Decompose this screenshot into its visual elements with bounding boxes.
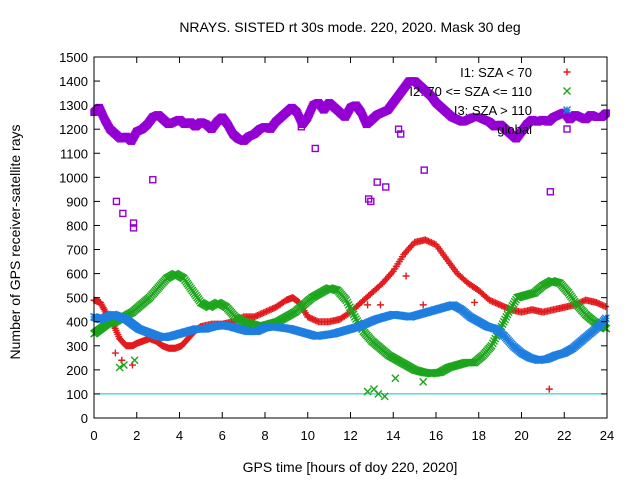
x-tick-label: 14 bbox=[386, 428, 400, 443]
legend-symbol bbox=[563, 68, 571, 76]
x-tick-label: 12 bbox=[343, 428, 357, 443]
outlier-point bbox=[130, 356, 139, 365]
legend-symbol bbox=[563, 87, 571, 95]
y-tick-label: 1000 bbox=[59, 170, 88, 185]
outlier-point bbox=[363, 387, 372, 396]
x-tick-label: 16 bbox=[429, 428, 443, 443]
outlier-point bbox=[129, 219, 138, 227]
outlier-point bbox=[311, 144, 319, 153]
data-point bbox=[499, 317, 508, 326]
outlier-point bbox=[420, 166, 428, 174]
outlier-point bbox=[367, 197, 375, 206]
y-tick-label: 200 bbox=[66, 363, 88, 378]
outlier-point bbox=[397, 130, 405, 138]
outlier-point bbox=[364, 301, 372, 309]
outlier-point bbox=[373, 178, 381, 186]
y-tick-label: 1300 bbox=[59, 98, 88, 113]
data-point bbox=[469, 358, 478, 367]
y-axis-label: Number of GPS receiver-satellite rays bbox=[7, 125, 23, 360]
x-tick-label: 24 bbox=[600, 428, 614, 443]
legend-symbol bbox=[563, 106, 571, 114]
x-tick-label: 10 bbox=[301, 428, 315, 443]
y-tick-label: 500 bbox=[66, 291, 88, 306]
outlier-point bbox=[394, 125, 403, 133]
series-4 bbox=[90, 77, 610, 232]
y-tick-label: 400 bbox=[66, 315, 88, 330]
x-tick-label: 20 bbox=[514, 428, 528, 443]
x-tick-label: 8 bbox=[261, 428, 268, 443]
outlier-point bbox=[470, 298, 478, 306]
outlier-point bbox=[129, 224, 138, 232]
outlier-point bbox=[419, 301, 427, 309]
x-axis-label: GPS time [hours of doy 220, 2020] bbox=[243, 459, 458, 475]
data-point bbox=[490, 336, 499, 345]
outlier-point bbox=[149, 176, 157, 184]
outlier-point bbox=[382, 183, 390, 191]
outlier-point bbox=[297, 123, 306, 131]
outlier-point bbox=[376, 301, 384, 309]
data-point bbox=[342, 296, 351, 305]
y-tick-label: 1500 bbox=[59, 50, 88, 65]
y-tick-label: 900 bbox=[66, 194, 88, 209]
outlier-point bbox=[111, 349, 119, 357]
data-point bbox=[487, 341, 496, 350]
y-tick-label: 800 bbox=[66, 218, 88, 233]
x-tick-label: 4 bbox=[176, 428, 183, 443]
y-tick-label: 100 bbox=[66, 387, 88, 402]
outlier-point bbox=[374, 389, 383, 398]
data-point bbox=[501, 315, 510, 324]
outlier-point bbox=[112, 197, 121, 206]
y-tick-label: 0 bbox=[81, 411, 88, 426]
outlier-point bbox=[207, 125, 216, 133]
outlier-point bbox=[419, 377, 428, 386]
x-tick-label: 18 bbox=[472, 428, 486, 443]
data-point bbox=[345, 303, 354, 312]
legend: I1: SZA < 70 I2: 70 <= SZA <= 110 I3: SZA … bbox=[409, 65, 571, 137]
outlier-point bbox=[115, 363, 124, 372]
legend-label: I3: SZA > 110 bbox=[454, 103, 532, 118]
legend-label: global bbox=[497, 122, 532, 137]
data-point bbox=[488, 339, 497, 348]
series-layer bbox=[90, 77, 611, 401]
data-point bbox=[344, 300, 353, 309]
data-point bbox=[503, 310, 512, 319]
outlier-point bbox=[402, 272, 410, 280]
y-tick-label: 1100 bbox=[60, 146, 88, 161]
data-point bbox=[349, 310, 358, 319]
chart-title: NRAYS. SISTED rt 30s mode. 220, 2020. Ma… bbox=[179, 19, 520, 35]
y-tick-label: 600 bbox=[66, 267, 88, 282]
data-point bbox=[347, 305, 356, 314]
y-tick-label: 700 bbox=[66, 243, 88, 258]
data-point bbox=[601, 314, 610, 323]
data-point bbox=[602, 109, 610, 117]
data-point bbox=[348, 308, 357, 317]
data-point bbox=[601, 303, 609, 311]
y-tick-label: 1400 bbox=[59, 74, 88, 89]
legend-label: I2: 70 <= SZA <= 110 bbox=[409, 84, 532, 99]
y-tick-label: 300 bbox=[66, 339, 88, 354]
outlier-point bbox=[391, 374, 400, 383]
x-tick-label: 6 bbox=[219, 428, 226, 443]
x-tick-label: 22 bbox=[557, 428, 571, 443]
legend-label: I1: SZA < 70 bbox=[460, 65, 532, 80]
x-tick-label: 0 bbox=[90, 428, 97, 443]
outlier-point bbox=[545, 385, 553, 393]
legend-symbol bbox=[563, 125, 571, 133]
outlier-point bbox=[119, 361, 128, 370]
data-point bbox=[502, 312, 511, 321]
y-tick-label: 1200 bbox=[59, 122, 88, 137]
series-3 bbox=[90, 300, 610, 365]
data-point bbox=[343, 298, 352, 307]
data-point bbox=[377, 281, 385, 289]
axis-layer: 0100200300400500600700800900100011001200… bbox=[59, 50, 614, 443]
outlier-point bbox=[546, 188, 555, 196]
outlier-point bbox=[380, 392, 389, 401]
x-tick-label: 2 bbox=[133, 428, 140, 443]
outlier-point bbox=[119, 209, 127, 218]
